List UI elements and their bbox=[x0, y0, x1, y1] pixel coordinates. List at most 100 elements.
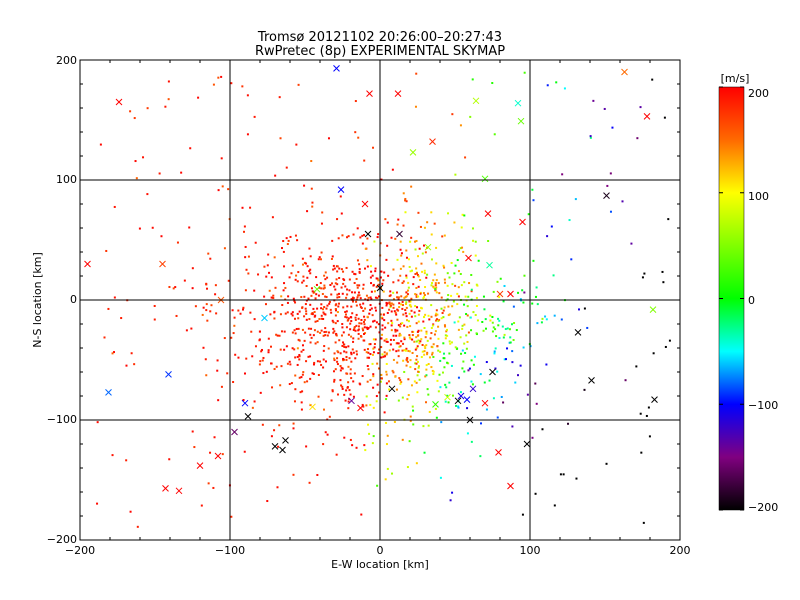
data-point bbox=[321, 211, 324, 214]
data-point bbox=[394, 237, 397, 240]
data-point bbox=[453, 321, 456, 324]
data-point bbox=[392, 338, 395, 341]
data-point bbox=[111, 352, 114, 355]
cross-stroke bbox=[519, 218, 526, 226]
data-point bbox=[414, 240, 417, 243]
data-point bbox=[404, 211, 407, 214]
cross-stroke bbox=[481, 175, 489, 183]
data-point bbox=[285, 345, 288, 348]
data-point bbox=[316, 330, 319, 333]
data-point bbox=[340, 334, 343, 337]
data-point bbox=[624, 379, 627, 382]
data-point bbox=[232, 381, 235, 384]
data-point bbox=[383, 271, 386, 274]
data-point bbox=[372, 146, 375, 149]
data-point bbox=[188, 226, 191, 229]
data-point bbox=[446, 272, 449, 275]
cross-marker bbox=[517, 117, 525, 125]
data-point bbox=[266, 500, 269, 503]
data-point bbox=[511, 361, 514, 364]
cross-marker bbox=[472, 97, 480, 105]
cross-stroke bbox=[337, 186, 345, 193]
data-point bbox=[411, 330, 414, 333]
data-point bbox=[344, 315, 347, 318]
cross-marker bbox=[432, 401, 439, 408]
data-point bbox=[205, 374, 208, 377]
data-point bbox=[384, 218, 387, 221]
data-point bbox=[522, 301, 525, 304]
data-point bbox=[330, 399, 333, 402]
data-point bbox=[386, 311, 389, 314]
data-point bbox=[351, 312, 354, 315]
data-point bbox=[427, 393, 430, 396]
data-point bbox=[428, 356, 431, 359]
data-point bbox=[413, 380, 416, 383]
data-point bbox=[341, 344, 344, 347]
data-point bbox=[286, 301, 289, 304]
data-point bbox=[461, 324, 464, 327]
data-point bbox=[314, 314, 317, 317]
data-point bbox=[319, 331, 322, 334]
data-point bbox=[352, 300, 355, 303]
data-point bbox=[574, 198, 577, 201]
data-point bbox=[407, 394, 410, 397]
cross-stroke bbox=[514, 99, 522, 107]
data-point bbox=[370, 298, 373, 301]
data-point bbox=[466, 314, 469, 317]
data-point bbox=[246, 133, 249, 136]
data-point bbox=[432, 370, 435, 373]
data-point bbox=[185, 329, 188, 332]
data-point bbox=[373, 290, 376, 293]
data-point bbox=[339, 195, 342, 198]
data-point bbox=[333, 359, 336, 362]
data-point bbox=[310, 294, 313, 297]
data-point bbox=[326, 334, 329, 337]
data-point bbox=[316, 307, 319, 310]
data-point bbox=[352, 337, 355, 340]
data-point bbox=[340, 212, 343, 215]
data-point bbox=[435, 318, 438, 321]
data-point bbox=[410, 297, 413, 300]
data-point bbox=[517, 291, 520, 294]
data-point bbox=[433, 333, 436, 336]
cross-stroke bbox=[469, 385, 477, 393]
data-point bbox=[309, 268, 312, 271]
data-point bbox=[300, 376, 303, 379]
data-point bbox=[498, 336, 501, 339]
data-point bbox=[519, 298, 522, 301]
data-point bbox=[476, 319, 479, 322]
data-point bbox=[283, 282, 286, 285]
data-point bbox=[352, 380, 355, 383]
data-point bbox=[338, 277, 341, 280]
data-point bbox=[402, 359, 405, 362]
data-point bbox=[392, 268, 395, 271]
data-point bbox=[237, 356, 240, 359]
data-point bbox=[339, 365, 342, 368]
data-point bbox=[555, 81, 558, 84]
cross-stroke bbox=[261, 314, 268, 322]
data-point bbox=[414, 315, 417, 318]
data-point bbox=[227, 279, 230, 282]
data-point bbox=[325, 307, 328, 310]
data-point bbox=[345, 346, 348, 349]
data-point bbox=[404, 312, 407, 315]
data-point bbox=[180, 171, 183, 174]
data-point bbox=[393, 420, 396, 423]
data-point bbox=[377, 233, 380, 236]
data-point bbox=[338, 267, 341, 270]
data-point bbox=[357, 317, 360, 320]
data-point bbox=[470, 359, 473, 362]
data-point bbox=[464, 295, 467, 298]
data-point bbox=[372, 351, 375, 354]
data-point bbox=[369, 265, 372, 268]
data-point bbox=[294, 332, 297, 335]
data-point bbox=[376, 297, 379, 300]
data-point bbox=[376, 236, 379, 239]
data-point bbox=[423, 353, 426, 356]
data-point bbox=[330, 293, 333, 296]
data-point bbox=[174, 286, 177, 289]
data-point bbox=[384, 355, 387, 358]
data-point bbox=[448, 381, 451, 384]
data-point bbox=[311, 201, 314, 204]
data-point bbox=[473, 355, 476, 358]
